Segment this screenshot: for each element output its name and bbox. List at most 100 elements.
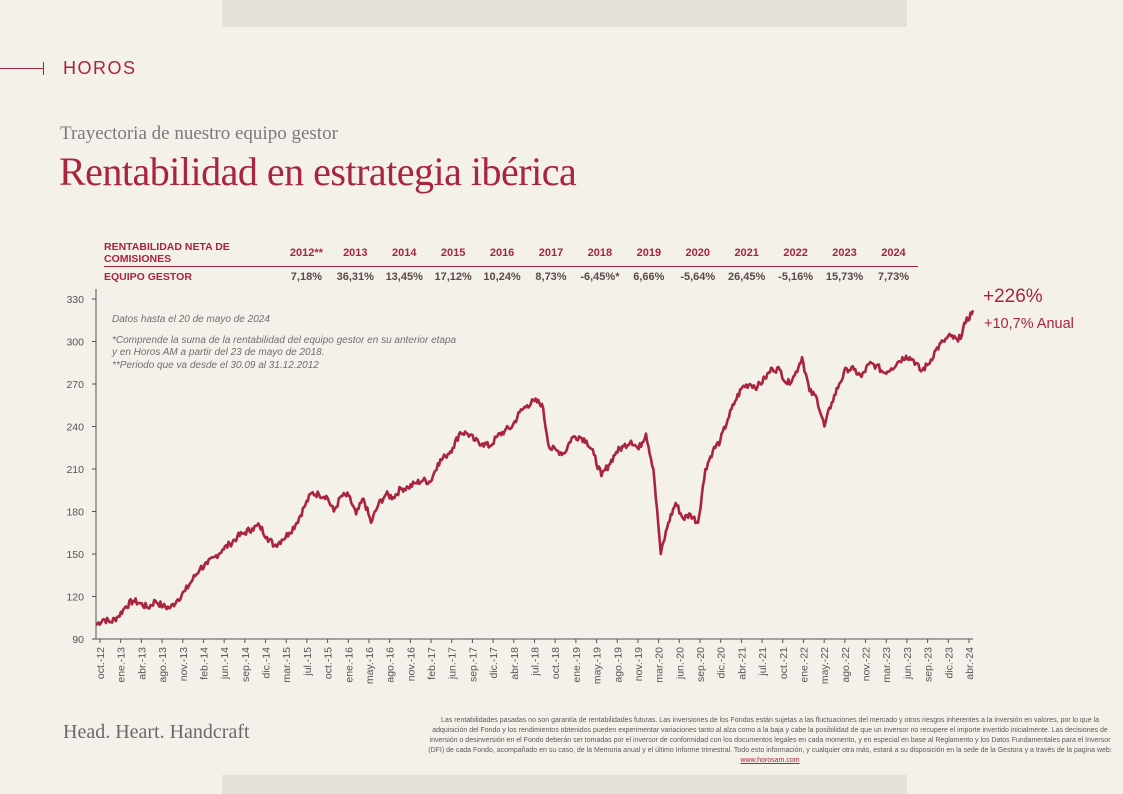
x-tick-label: dic.-14 [261, 647, 273, 679]
return-value: 10,24% [483, 271, 521, 283]
brand-logo: HOROS [63, 58, 137, 78]
x-tick-label: mar.-20 [654, 647, 666, 683]
year-header: 2020 [685, 247, 710, 259]
x-tick-label: mar.-23 [881, 647, 893, 683]
year-header: 2024 [881, 247, 906, 259]
return-value: 13,45% [385, 271, 423, 283]
footnote-1a: *Comprende la suma de la rentabilidad de… [112, 334, 457, 346]
x-tick-label: oct.-21 [778, 647, 790, 679]
x-tick-label: ago.-13 [157, 647, 169, 683]
x-tick-label: jun.-20 [674, 647, 686, 680]
page-subtitle: Trayectoria de nuestro equipo gestor [60, 123, 338, 144]
x-tick-label: nov.-13 [178, 647, 190, 681]
x-tick-label: abr.-13 [136, 647, 148, 680]
x-tick-label: ene.-22 [798, 647, 810, 683]
series-line-equipo-gestor [95, 309, 975, 626]
x-tick-label: sep.-14 [240, 647, 252, 682]
total-return: +226% [983, 286, 1043, 307]
return-value: 17,12% [434, 271, 472, 283]
return-value: 6,66% [633, 271, 665, 283]
legal-disclaimer: Las rentabilidades pasadas no son garant… [426, 716, 1114, 766]
x-tick-label: ago.-16 [385, 647, 397, 683]
x-tick-label: nov.-16 [405, 647, 417, 681]
top-decorative-bar [222, 0, 907, 27]
year-header: 2022 [783, 247, 808, 259]
disclaimer-text: Las rentabilidades pasadas no son garant… [428, 717, 1112, 754]
x-tick-label: feb.-14 [198, 647, 210, 680]
x-tick-label: ago.-22 [840, 647, 852, 683]
x-tick-label: sep.-17 [467, 647, 479, 682]
motto: Head. Heart. Handcraft [63, 721, 250, 743]
x-tick-label: ene.-19 [571, 647, 583, 683]
return-value: 36,31% [336, 271, 374, 283]
return-value: 7,73% [877, 271, 910, 283]
bottom-decorative-bar [222, 775, 907, 794]
footnote-2: **Periodo que va desde el 30.09 al 31.12… [112, 359, 319, 371]
y-tick-label: 270 [66, 379, 84, 391]
x-tick-label: nov.-22 [861, 647, 873, 681]
x-tick-label: jul.-18 [530, 647, 542, 677]
x-tick-label: abr.-18 [509, 647, 521, 680]
footnote-1b: y en Horos AM a partir del 23 de mayo de… [112, 347, 325, 358]
return-value: 15,73% [825, 271, 864, 283]
y-tick-label: 90 [72, 634, 84, 646]
returns-table-header-label: RENTABILIDAD NETA DE COMISIONES [104, 241, 230, 265]
y-tick-label: 180 [66, 507, 84, 519]
y-tick-label: 150 [66, 549, 84, 561]
year-header: 2014 [391, 247, 417, 259]
year-header: 2023 [832, 247, 857, 259]
year-header: 2017 [538, 247, 564, 259]
x-tick-label: ene.-13 [116, 647, 128, 683]
x-tick-label: sep.-20 [695, 647, 707, 682]
x-tick-label: ago.-19 [612, 647, 624, 683]
returns-table-row: EQUIPO GESTOR 7,18% 36,31% 13,45% 17,12%… [104, 268, 918, 286]
x-tick-label: oct.-15 [323, 647, 335, 679]
brand-rule [0, 68, 43, 69]
x-tick-label: jun.-14 [219, 647, 231, 680]
x-tick-label: dic.-20 [716, 647, 728, 679]
x-tick-label: mar.-15 [281, 647, 293, 683]
x-tick-label: feb.-17 [426, 647, 438, 680]
x-tick-label: jul.-21 [757, 647, 769, 677]
x-tick-label: may.-16 [364, 647, 376, 684]
chart-notes: Datos hasta el 20 de mayo de 2024 *Compr… [112, 314, 456, 372]
return-value: -6,45%* [580, 271, 620, 283]
year-header: 2018 [587, 247, 613, 259]
x-tick-label: oct.-12 [95, 647, 107, 679]
y-tick-label: 300 [66, 337, 84, 349]
return-value: 26,45% [728, 271, 766, 283]
year-header: 2019 [636, 247, 662, 259]
return-value: 8,73% [535, 271, 567, 283]
brand-rule-tick [43, 62, 44, 75]
year-header: 2013 [343, 247, 368, 259]
x-tick-label: jun.-17 [447, 647, 459, 680]
year-header: 2016 [489, 247, 515, 259]
year-header: 2012** [289, 247, 323, 259]
y-tick-label: 330 [66, 294, 84, 306]
x-tick-label: dic.-23 [943, 647, 955, 679]
y-tick-label: 210 [66, 464, 84, 476]
return-value: 7,18% [290, 271, 322, 283]
return-value: -5,64% [680, 271, 716, 283]
return-value: -5,16% [778, 271, 814, 283]
page-title: Rentabilidad en estrategia ibérica [59, 149, 577, 194]
x-tick-label: sep.-23 [923, 647, 935, 682]
returns-table-header: RENTABILIDAD NETA DE COMISIONES 2012** 2… [104, 240, 918, 267]
year-header: 2015 [440, 247, 466, 259]
x-tick-label: nov.-19 [633, 647, 645, 681]
annual-return: +10,7% Anual [984, 316, 1074, 332]
x-tick-label: dic.-17 [488, 647, 500, 679]
x-tick-label: jul.-15 [302, 647, 314, 677]
data-date-note: Datos hasta el 20 de mayo de 2024 [112, 314, 270, 325]
x-tick-label: may.-19 [592, 647, 604, 684]
x-tick-label: may.-22 [819, 647, 831, 684]
x-tick-label: jun.-23 [902, 647, 914, 680]
x-tick-label: abr.-24 [964, 647, 976, 680]
x-tick-label: oct.-18 [550, 647, 562, 679]
y-tick-label: 120 [66, 592, 84, 604]
returns-table-row-label: EQUIPO GESTOR [104, 271, 192, 283]
website-link[interactable]: www.horosam.com [740, 757, 800, 764]
x-tick-label: ene.-16 [343, 647, 355, 683]
y-tick-label: 240 [66, 422, 84, 434]
